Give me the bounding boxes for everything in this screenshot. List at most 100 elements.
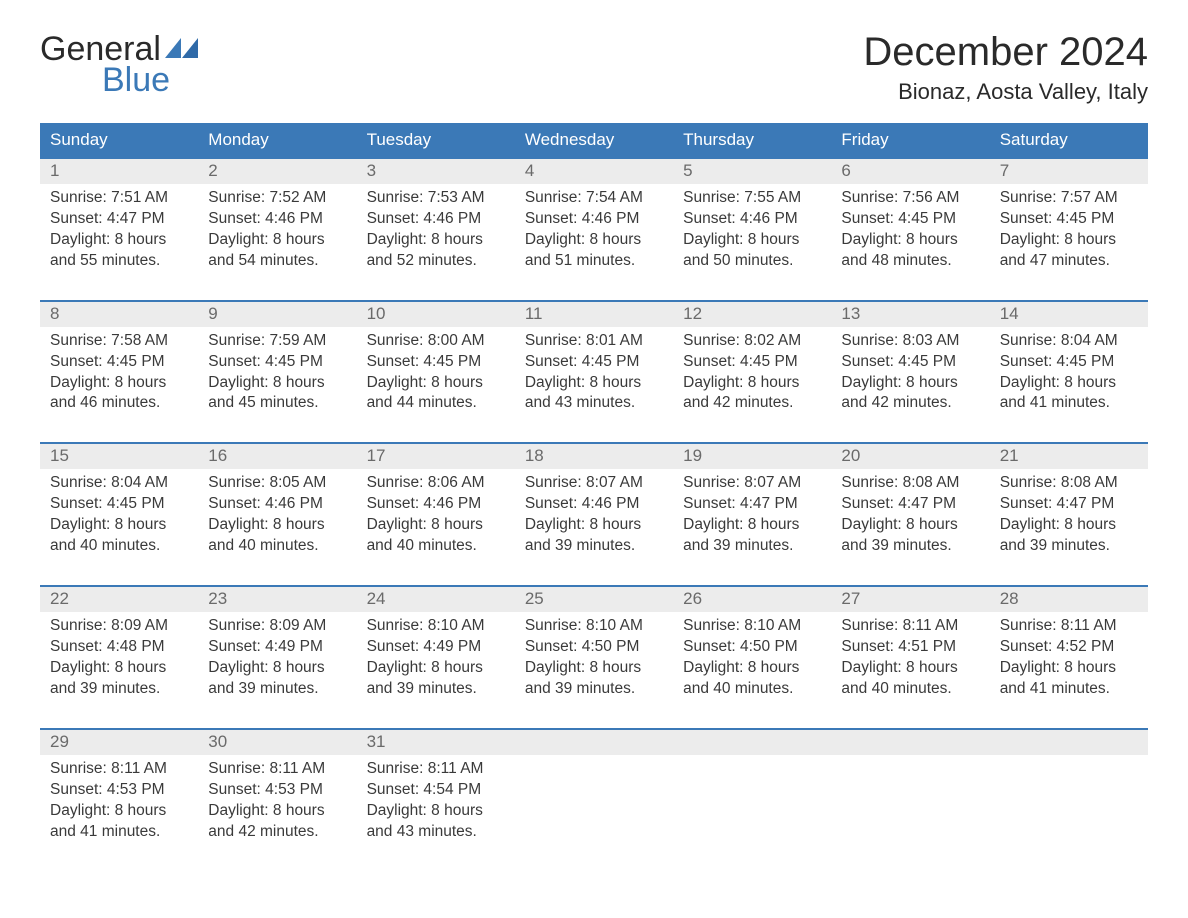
header: General Blue December 2024 Bionaz, Aosta… — [40, 30, 1148, 105]
day-details: Sunrise: 7:54 AMSunset: 4:46 PMDaylight:… — [525, 188, 663, 272]
d1-line: Daylight: 8 hours — [683, 373, 821, 394]
day-details: Sunrise: 8:10 AMSunset: 4:49 PMDaylight:… — [367, 616, 505, 700]
sunset-line: Sunset: 4:47 PM — [683, 494, 821, 515]
d1-line: Daylight: 8 hours — [525, 515, 663, 536]
day-details: Sunrise: 7:57 AMSunset: 4:45 PMDaylight:… — [1000, 188, 1138, 272]
sunrise-line: Sunrise: 8:10 AM — [367, 616, 505, 637]
week-row: 29Sunrise: 8:11 AMSunset: 4:53 PMDayligh… — [40, 729, 1148, 871]
dow-sunday: Sunday — [40, 123, 198, 158]
d1-line: Daylight: 8 hours — [841, 515, 979, 536]
d2-line: and 52 minutes. — [367, 251, 505, 272]
logo-word-blue: Blue — [102, 61, 199, 100]
day-cell: 18Sunrise: 8:07 AMSunset: 4:46 PMDayligh… — [515, 443, 673, 586]
sunrise-line: Sunrise: 8:11 AM — [50, 759, 188, 780]
day-number: 9 — [198, 302, 356, 327]
day-number: 15 — [40, 444, 198, 469]
d2-line: and 39 minutes. — [525, 536, 663, 557]
sunset-line: Sunset: 4:46 PM — [208, 494, 346, 515]
sunrise-line: Sunrise: 8:02 AM — [683, 331, 821, 352]
day-cell: 29Sunrise: 8:11 AMSunset: 4:53 PMDayligh… — [40, 729, 198, 871]
sunrise-line: Sunrise: 7:51 AM — [50, 188, 188, 209]
day-details: Sunrise: 8:08 AMSunset: 4:47 PMDaylight:… — [1000, 473, 1138, 557]
day-number: 22 — [40, 587, 198, 612]
empty-day-cell — [515, 729, 673, 871]
d2-line: and 40 minutes. — [841, 679, 979, 700]
day-cell: 23Sunrise: 8:09 AMSunset: 4:49 PMDayligh… — [198, 586, 356, 729]
day-number: 7 — [990, 159, 1148, 184]
sunrise-line: Sunrise: 8:04 AM — [50, 473, 188, 494]
day-number: 8 — [40, 302, 198, 327]
dow-monday: Monday — [198, 123, 356, 158]
sunset-line: Sunset: 4:50 PM — [683, 637, 821, 658]
d2-line: and 39 minutes. — [525, 679, 663, 700]
d1-line: Daylight: 8 hours — [208, 515, 346, 536]
week-row: 22Sunrise: 8:09 AMSunset: 4:48 PMDayligh… — [40, 586, 1148, 729]
day-cell: 14Sunrise: 8:04 AMSunset: 4:45 PMDayligh… — [990, 301, 1148, 444]
day-number: 12 — [673, 302, 831, 327]
sunrise-line: Sunrise: 8:03 AM — [841, 331, 979, 352]
d2-line: and 39 minutes. — [208, 679, 346, 700]
day-details: Sunrise: 8:11 AMSunset: 4:53 PMDaylight:… — [208, 759, 346, 843]
d2-line: and 40 minutes. — [683, 679, 821, 700]
sunset-line: Sunset: 4:46 PM — [367, 494, 505, 515]
day-cell: 30Sunrise: 8:11 AMSunset: 4:53 PMDayligh… — [198, 729, 356, 871]
sunrise-line: Sunrise: 8:11 AM — [367, 759, 505, 780]
day-details: Sunrise: 7:53 AMSunset: 4:46 PMDaylight:… — [367, 188, 505, 272]
day-cell: 11Sunrise: 8:01 AMSunset: 4:45 PMDayligh… — [515, 301, 673, 444]
d2-line: and 42 minutes. — [841, 393, 979, 414]
day-details: Sunrise: 8:09 AMSunset: 4:49 PMDaylight:… — [208, 616, 346, 700]
dow-saturday: Saturday — [990, 123, 1148, 158]
sunrise-line: Sunrise: 8:00 AM — [367, 331, 505, 352]
sunset-line: Sunset: 4:47 PM — [841, 494, 979, 515]
day-details: Sunrise: 8:08 AMSunset: 4:47 PMDaylight:… — [841, 473, 979, 557]
d1-line: Daylight: 8 hours — [525, 658, 663, 679]
empty-day-cell — [673, 729, 831, 871]
d1-line: Daylight: 8 hours — [208, 373, 346, 394]
empty-strip — [990, 730, 1148, 755]
day-cell: 24Sunrise: 8:10 AMSunset: 4:49 PMDayligh… — [357, 586, 515, 729]
day-number: 19 — [673, 444, 831, 469]
d2-line: and 48 minutes. — [841, 251, 979, 272]
sunrise-line: Sunrise: 8:11 AM — [208, 759, 346, 780]
week-row: 15Sunrise: 8:04 AMSunset: 4:45 PMDayligh… — [40, 443, 1148, 586]
day-cell: 5Sunrise: 7:55 AMSunset: 4:46 PMDaylight… — [673, 158, 831, 301]
sunset-line: Sunset: 4:52 PM — [1000, 637, 1138, 658]
day-details: Sunrise: 7:55 AMSunset: 4:46 PMDaylight:… — [683, 188, 821, 272]
day-details: Sunrise: 8:02 AMSunset: 4:45 PMDaylight:… — [683, 331, 821, 415]
d1-line: Daylight: 8 hours — [50, 373, 188, 394]
empty-strip — [673, 730, 831, 755]
sunset-line: Sunset: 4:46 PM — [525, 209, 663, 230]
sunrise-line: Sunrise: 8:11 AM — [1000, 616, 1138, 637]
day-number: 25 — [515, 587, 673, 612]
sunrise-line: Sunrise: 8:06 AM — [367, 473, 505, 494]
sunset-line: Sunset: 4:45 PM — [841, 352, 979, 373]
sunset-line: Sunset: 4:47 PM — [50, 209, 188, 230]
day-details: Sunrise: 8:11 AMSunset: 4:51 PMDaylight:… — [841, 616, 979, 700]
sunrise-line: Sunrise: 8:07 AM — [525, 473, 663, 494]
d1-line: Daylight: 8 hours — [1000, 515, 1138, 536]
d1-line: Daylight: 8 hours — [367, 515, 505, 536]
d2-line: and 46 minutes. — [50, 393, 188, 414]
sunrise-line: Sunrise: 8:11 AM — [841, 616, 979, 637]
day-number: 1 — [40, 159, 198, 184]
day-details: Sunrise: 7:59 AMSunset: 4:45 PMDaylight:… — [208, 331, 346, 415]
dow-tuesday: Tuesday — [357, 123, 515, 158]
sunset-line: Sunset: 4:54 PM — [367, 780, 505, 801]
sunset-line: Sunset: 4:45 PM — [1000, 209, 1138, 230]
d1-line: Daylight: 8 hours — [525, 373, 663, 394]
d1-line: Daylight: 8 hours — [50, 801, 188, 822]
day-cell: 6Sunrise: 7:56 AMSunset: 4:45 PMDaylight… — [831, 158, 989, 301]
sunrise-line: Sunrise: 7:58 AM — [50, 331, 188, 352]
day-cell: 20Sunrise: 8:08 AMSunset: 4:47 PMDayligh… — [831, 443, 989, 586]
day-cell: 12 Sunrise: 8:02 AMSunset: 4:45 PMDayligh… — [673, 301, 831, 444]
d2-line: and 39 minutes. — [50, 679, 188, 700]
d2-line: and 40 minutes. — [50, 536, 188, 557]
d2-line: and 39 minutes. — [367, 679, 505, 700]
sunrise-line: Sunrise: 7:57 AM — [1000, 188, 1138, 209]
day-number: 3 — [357, 159, 515, 184]
day-cell: 17Sunrise: 8:06 AMSunset: 4:46 PMDayligh… — [357, 443, 515, 586]
sunrise-line: Sunrise: 8:01 AM — [525, 331, 663, 352]
day-cell: 1Sunrise: 7:51 AMSunset: 4:47 PMDaylight… — [40, 158, 198, 301]
day-number: 31 — [357, 730, 515, 755]
sunset-line: Sunset: 4:46 PM — [525, 494, 663, 515]
